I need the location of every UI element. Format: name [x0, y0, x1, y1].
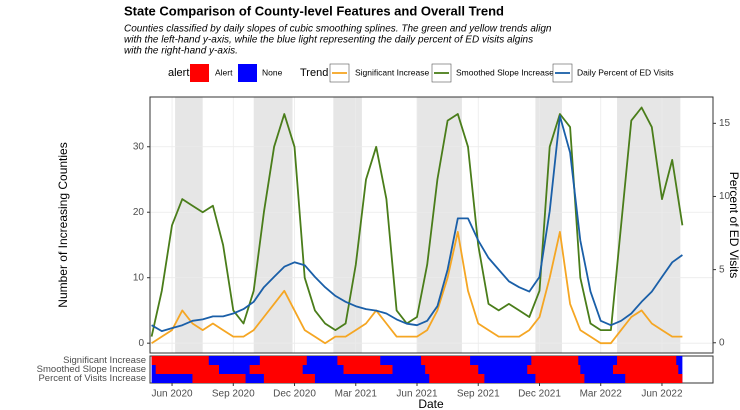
legend-swatch: [238, 64, 257, 82]
legend-title: alert: [168, 67, 189, 79]
alert-interval: [612, 365, 679, 374]
alert-interval: [249, 365, 303, 374]
alert-interval: [429, 374, 485, 383]
plot-border: [149, 96, 714, 354]
x-tick-label: Jun 2020: [151, 389, 193, 400]
x-axis-title: Date: [418, 397, 444, 410]
legend-label: Significant Increase: [355, 67, 429, 77]
x-tick-label: Dec 2021: [518, 389, 561, 400]
alert-interval: [263, 374, 315, 383]
legend-label: Daily Percent of ED Visits: [577, 67, 674, 77]
x-tick-label: Jun 2022: [641, 389, 683, 400]
strip-row-background: [151, 374, 683, 383]
y-tick-label: 20: [133, 207, 145, 218]
chart-subtitle: with the right-hand y-axis.: [124, 46, 238, 57]
y2-tick-label: 5: [719, 264, 725, 275]
x-tick-label: Sep 2021: [457, 389, 500, 400]
line-series: [151, 115, 683, 332]
y2-tick-label: 0: [719, 337, 725, 348]
strip-row-label: Smoothed Slope Increase: [37, 364, 146, 375]
y-axis-title: Number of Increasing Counties: [56, 142, 70, 307]
shaded-period: [417, 97, 462, 353]
legend-swatch: [190, 64, 209, 82]
alert-interval: [151, 356, 209, 365]
y-tick-label: 10: [133, 272, 145, 283]
x-tick-label: Mar 2022: [580, 389, 623, 400]
x-tick-label: Mar 2021: [335, 389, 378, 400]
alert-interval: [155, 365, 219, 374]
y-tick-label: 30: [133, 141, 145, 152]
alert-interval: [531, 356, 579, 365]
alert-interval: [337, 356, 381, 365]
y2-tick-label: 15: [719, 118, 731, 129]
x-tick-label: Dec 2020: [273, 389, 316, 400]
alert-interval: [617, 356, 677, 365]
x-tick-label: Sep 2020: [212, 389, 255, 400]
strip-row-background: [151, 365, 683, 374]
legend-label: Smoothed Slope Increase: [456, 67, 554, 77]
legend-title: Trend: [300, 67, 328, 79]
strip-row-label: Significant Increase: [63, 355, 146, 366]
line-series: [150, 106, 684, 337]
alert-interval: [259, 356, 307, 365]
chart-title: State Comparison of County-level Feature…: [124, 3, 504, 18]
shaded-period: [175, 97, 203, 353]
legend-label: None: [262, 67, 283, 77]
alert-interval: [625, 374, 683, 383]
legend-label: Alert: [215, 67, 233, 77]
alert-interval: [535, 374, 585, 383]
alert-interval: [421, 356, 471, 365]
y-tick-label: 0: [138, 338, 144, 349]
alert-interval: [192, 374, 246, 383]
alert-interval: [425, 365, 479, 374]
alert-interval: [527, 365, 581, 374]
x-tick-label: Jun 2021: [396, 389, 438, 400]
shaded-period: [617, 97, 681, 353]
chart-subtitle: Counties classified by daily slopes of c…: [124, 24, 552, 35]
y2-tick-label: 10: [719, 191, 731, 202]
line-series: [151, 231, 683, 345]
chart-subtitle: with the left-hand y-axis, while the blu…: [124, 35, 533, 46]
y2-axis-title: Percent of ED Visits: [727, 172, 740, 279]
shaded-period: [253, 97, 293, 353]
strip-row-label: Percent of Visits Increase: [38, 373, 146, 384]
alert-interval: [343, 365, 393, 374]
strip-row-background: [151, 356, 683, 365]
